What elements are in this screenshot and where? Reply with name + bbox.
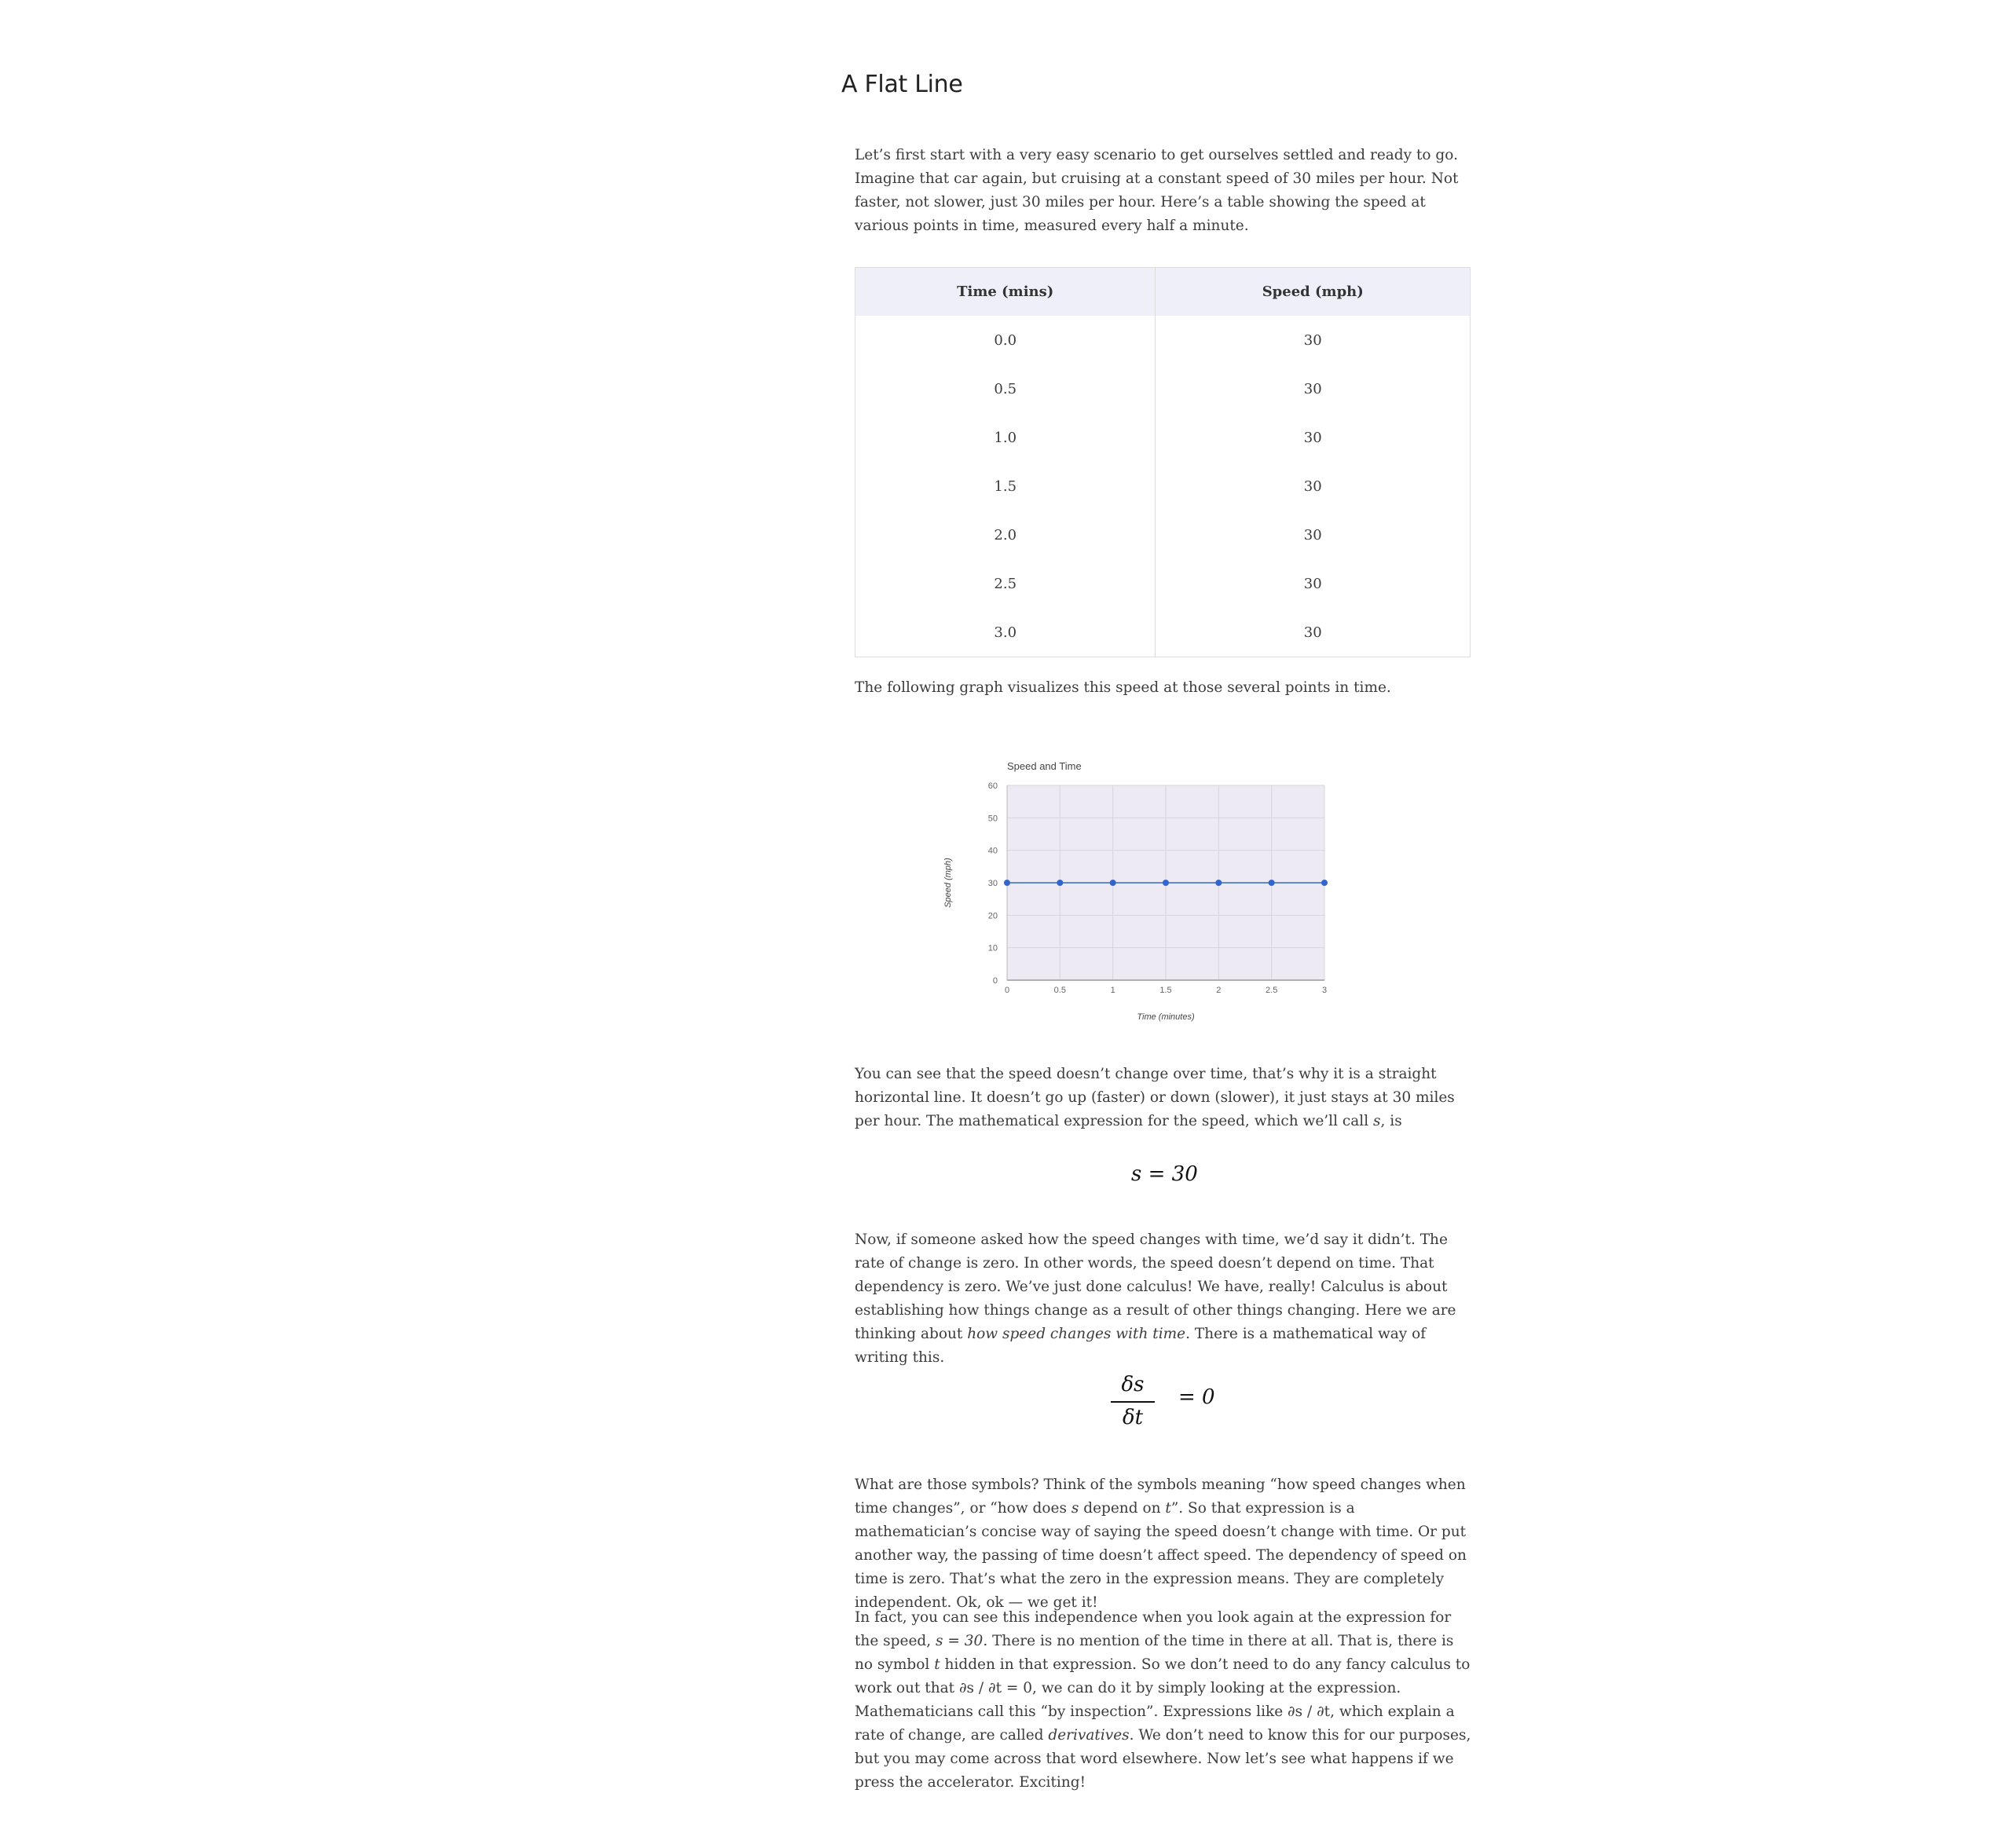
data-point bbox=[1163, 880, 1169, 886]
x-tick-label: 1 bbox=[1111, 986, 1115, 995]
x-tick-label: 0.5 bbox=[1054, 986, 1066, 995]
time-cell: 0.0 bbox=[855, 316, 1156, 364]
data-point bbox=[1268, 880, 1275, 886]
symbols-text-b: depend on bbox=[1079, 1500, 1166, 1517]
speed-cell: 30 bbox=[1303, 478, 1322, 495]
time-cell: 0.5 bbox=[855, 364, 1156, 413]
x-tick-label: 3 bbox=[1322, 986, 1327, 995]
symbols-text-c: ”. So that expression is a mathematician… bbox=[855, 1500, 1467, 1611]
speed-cell: 30 bbox=[1303, 624, 1322, 641]
table-row: 3.0 30 bbox=[855, 608, 1471, 657]
y-axis-title: Speed (mph) bbox=[943, 858, 953, 908]
symbols-paragraph: What are those symbols? Think of the sym… bbox=[855, 1473, 1472, 1615]
graph-explanation-text: You can see that the speed doesn’t chang… bbox=[855, 1066, 1455, 1129]
derivative-fraction: δs δt bbox=[1111, 1373, 1155, 1429]
chart-title: Speed and Time bbox=[1007, 760, 1082, 772]
equation-speed-constant: s = 30 bbox=[1131, 1162, 1198, 1186]
rate-of-change-paragraph: Now, if someone asked how the speed chan… bbox=[855, 1228, 1472, 1370]
table-row: 2.5 30 bbox=[855, 559, 1471, 608]
graph-explanation-paragraph: You can see that the speed doesn’t chang… bbox=[855, 1063, 1472, 1133]
y-tick-label: 40 bbox=[988, 847, 998, 856]
table-row: 1.0 30 bbox=[855, 413, 1471, 462]
variable-s: s bbox=[1373, 1113, 1381, 1129]
inspection-symbol-t: t bbox=[934, 1656, 940, 1673]
speed-cell: 30 bbox=[1303, 380, 1322, 397]
inspection-text-b: . There is no mention of the time in the… bbox=[855, 1633, 1454, 1673]
table-row: 0.0 30 bbox=[855, 316, 1471, 364]
symbol-s: s bbox=[1071, 1500, 1079, 1517]
fraction-denominator: δt bbox=[1122, 1406, 1144, 1429]
y-tick-label: 50 bbox=[988, 814, 998, 823]
x-axis-title: Time (minutes) bbox=[1137, 1012, 1195, 1022]
column-header-time: Time (mins) bbox=[855, 267, 1156, 316]
column-header-speed: Speed (mph) bbox=[1155, 267, 1471, 316]
time-cell: 2.0 bbox=[855, 510, 1156, 559]
rate-tail: . There is a mathematical way of writing… bbox=[855, 1326, 1427, 1366]
inspection-text-c: hidden in that expression. So we don’t n… bbox=[855, 1656, 1471, 1744]
speed-cell: 30 bbox=[1303, 331, 1322, 349]
data-point bbox=[1109, 880, 1116, 886]
intro-paragraph: Let’s first start with a very easy scena… bbox=[855, 147, 1459, 234]
time-cell: 2.5 bbox=[855, 559, 1156, 608]
x-tick-label: 2 bbox=[1216, 986, 1221, 995]
x-tick-label: 2.5 bbox=[1266, 986, 1277, 995]
section-heading: A Flat Line bbox=[841, 71, 963, 98]
x-tick-label: 0 bbox=[1005, 986, 1009, 995]
table-row: 0.5 30 bbox=[855, 364, 1471, 413]
y-tick-label: 0 bbox=[993, 976, 998, 986]
data-point bbox=[1215, 880, 1222, 886]
graph-intro-paragraph: The following graph visualizes this spee… bbox=[855, 679, 1391, 696]
data-point bbox=[1004, 880, 1010, 886]
data-point bbox=[1057, 880, 1064, 886]
inspection-text-a: In fact, you can see this independence w… bbox=[855, 1609, 1452, 1649]
table-row: 1.5 30 bbox=[855, 462, 1471, 510]
data-point bbox=[1321, 880, 1328, 886]
time-cell: 1.0 bbox=[855, 413, 1156, 462]
time-cell: 3.0 bbox=[855, 608, 1156, 657]
y-tick-label: 20 bbox=[988, 911, 998, 920]
y-tick-label: 30 bbox=[988, 879, 998, 888]
table-header-row: Time (mins) Speed (mph) bbox=[855, 267, 1471, 316]
inspection-expression: s = 30 bbox=[936, 1633, 984, 1649]
derivatives-emphasis: derivatives bbox=[1048, 1727, 1130, 1744]
speed-cell: 30 bbox=[1303, 429, 1322, 446]
inspection-paragraph: In fact, you can see this independence w… bbox=[855, 1606, 1472, 1795]
speed-table: Time (mins) Speed (mph) 0.0 30 0.5 30 1.0 3… bbox=[855, 267, 1471, 657]
derivative-rhs: = 0 bbox=[1178, 1385, 1215, 1409]
y-tick-label: 60 bbox=[988, 781, 998, 791]
speed-cell: 30 bbox=[1303, 575, 1322, 592]
symbols-text-a: What are those symbols? Think of the sym… bbox=[855, 1477, 1466, 1517]
fraction-numerator: δs bbox=[1121, 1373, 1145, 1396]
graph-explanation-tail: , is bbox=[1380, 1113, 1402, 1129]
fraction-bar bbox=[1111, 1401, 1155, 1403]
symbol-t: t bbox=[1165, 1500, 1171, 1517]
y-tick-label: 10 bbox=[988, 944, 998, 953]
rate-text: Now, if someone asked how the speed chan… bbox=[855, 1231, 1456, 1342]
table-row: 2.0 30 bbox=[855, 510, 1471, 559]
speed-cell: 30 bbox=[1303, 526, 1322, 543]
x-tick-label: 1.5 bbox=[1159, 986, 1171, 995]
time-cell: 1.5 bbox=[855, 462, 1156, 510]
inspection-text-d: . We don’t need to know this for our pur… bbox=[855, 1727, 1471, 1791]
rate-emphasis: how speed changes with time bbox=[967, 1326, 1186, 1342]
